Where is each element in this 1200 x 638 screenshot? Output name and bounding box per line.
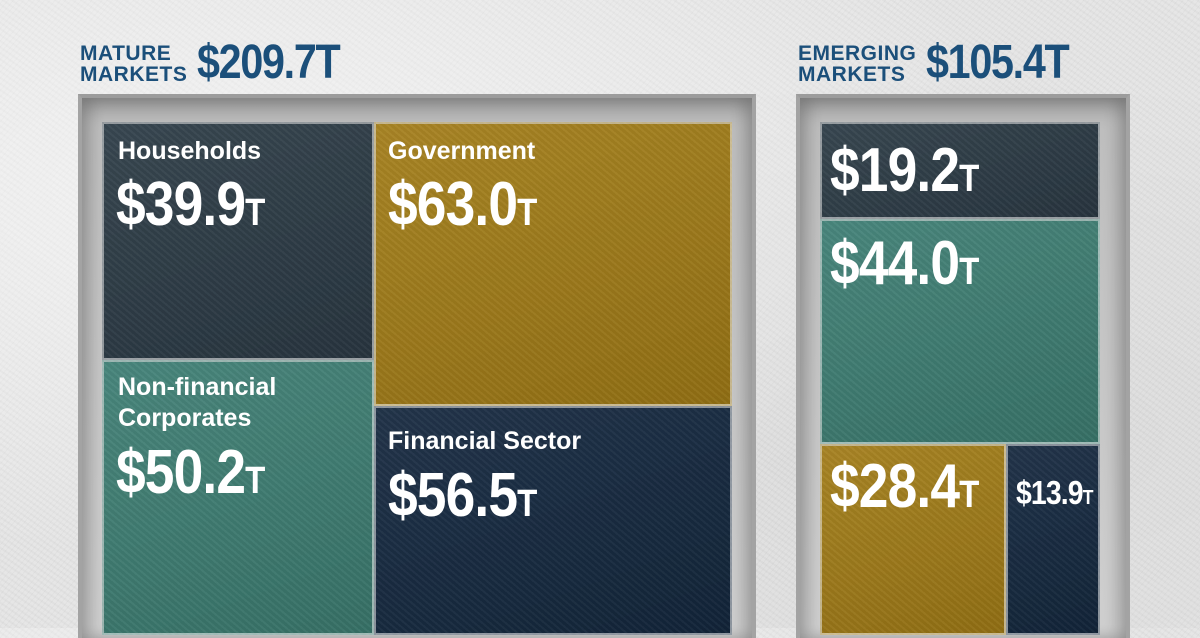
mature-tile-government: Government $63.0T (374, 122, 732, 406)
emerging-tile-segment-3: $28.4T (820, 444, 1006, 635)
emerging-tile-segment-2: $44.0T (820, 219, 1100, 444)
tile-value-number: $39.9 (116, 170, 246, 239)
tile-value: $50.2T (116, 440, 265, 513)
tile-value-unit: T (959, 250, 980, 293)
tile-value-unit: T (245, 459, 266, 502)
tile-value: $63.0T (388, 172, 537, 245)
tile-label: Non-financial Corporates (118, 373, 277, 432)
tile-value: $44.0T (830, 231, 979, 304)
tile-label: Government (388, 137, 536, 165)
tile-value-number: $44.0 (830, 229, 960, 298)
tile-value-number: $13.9 (1016, 474, 1084, 511)
tile-label: Households (118, 137, 262, 165)
emerging-markets-total: $105.4T (926, 36, 1070, 89)
tile-value-number: $56.5 (388, 461, 518, 530)
mature-tile-financial-sector: Financial Sector $56.5T (374, 406, 732, 635)
tile-value-unit: T (517, 482, 538, 525)
emerging-tile-segment-4: $13.9T (1006, 444, 1100, 635)
tile-value-unit: T (1082, 486, 1094, 509)
tile-value-unit: T (517, 191, 538, 234)
tile-value-unit: T (245, 191, 266, 234)
tile-value: $19.2T (830, 138, 979, 211)
mature-markets-label: MATURE MARKETS (80, 42, 188, 86)
tile-value: $13.9T (1016, 474, 1094, 516)
tile-label: Financial Sector (388, 427, 582, 455)
tile-value-unit: T (959, 157, 980, 200)
tile-value-number: $50.2 (116, 438, 246, 507)
tile-value: $56.5T (388, 463, 537, 536)
emerging-markets-header: EMERGING MARKETS $105.4T (798, 38, 1092, 88)
tile-value-number: $28.4 (830, 452, 960, 521)
tile-value-number: $19.2 (830, 136, 960, 205)
mature-markets-total: $209.7T (197, 36, 341, 89)
mature-tile-households: Households $39.9T (102, 122, 374, 360)
tile-value-number: $63.0 (388, 170, 518, 239)
emerging-markets-label: EMERGING MARKETS (798, 42, 917, 86)
emerging-tile-segment-1: $19.2T (820, 122, 1100, 219)
tile-value: $39.9T (116, 172, 265, 245)
tile-value: $28.4T (830, 454, 979, 527)
mature-markets-header: MATURE MARKETS $209.7T (80, 38, 363, 88)
mature-tile-non-financial-corporates: Non-financial Corporates $50.2T (102, 360, 374, 635)
tile-value-unit: T (959, 473, 980, 516)
